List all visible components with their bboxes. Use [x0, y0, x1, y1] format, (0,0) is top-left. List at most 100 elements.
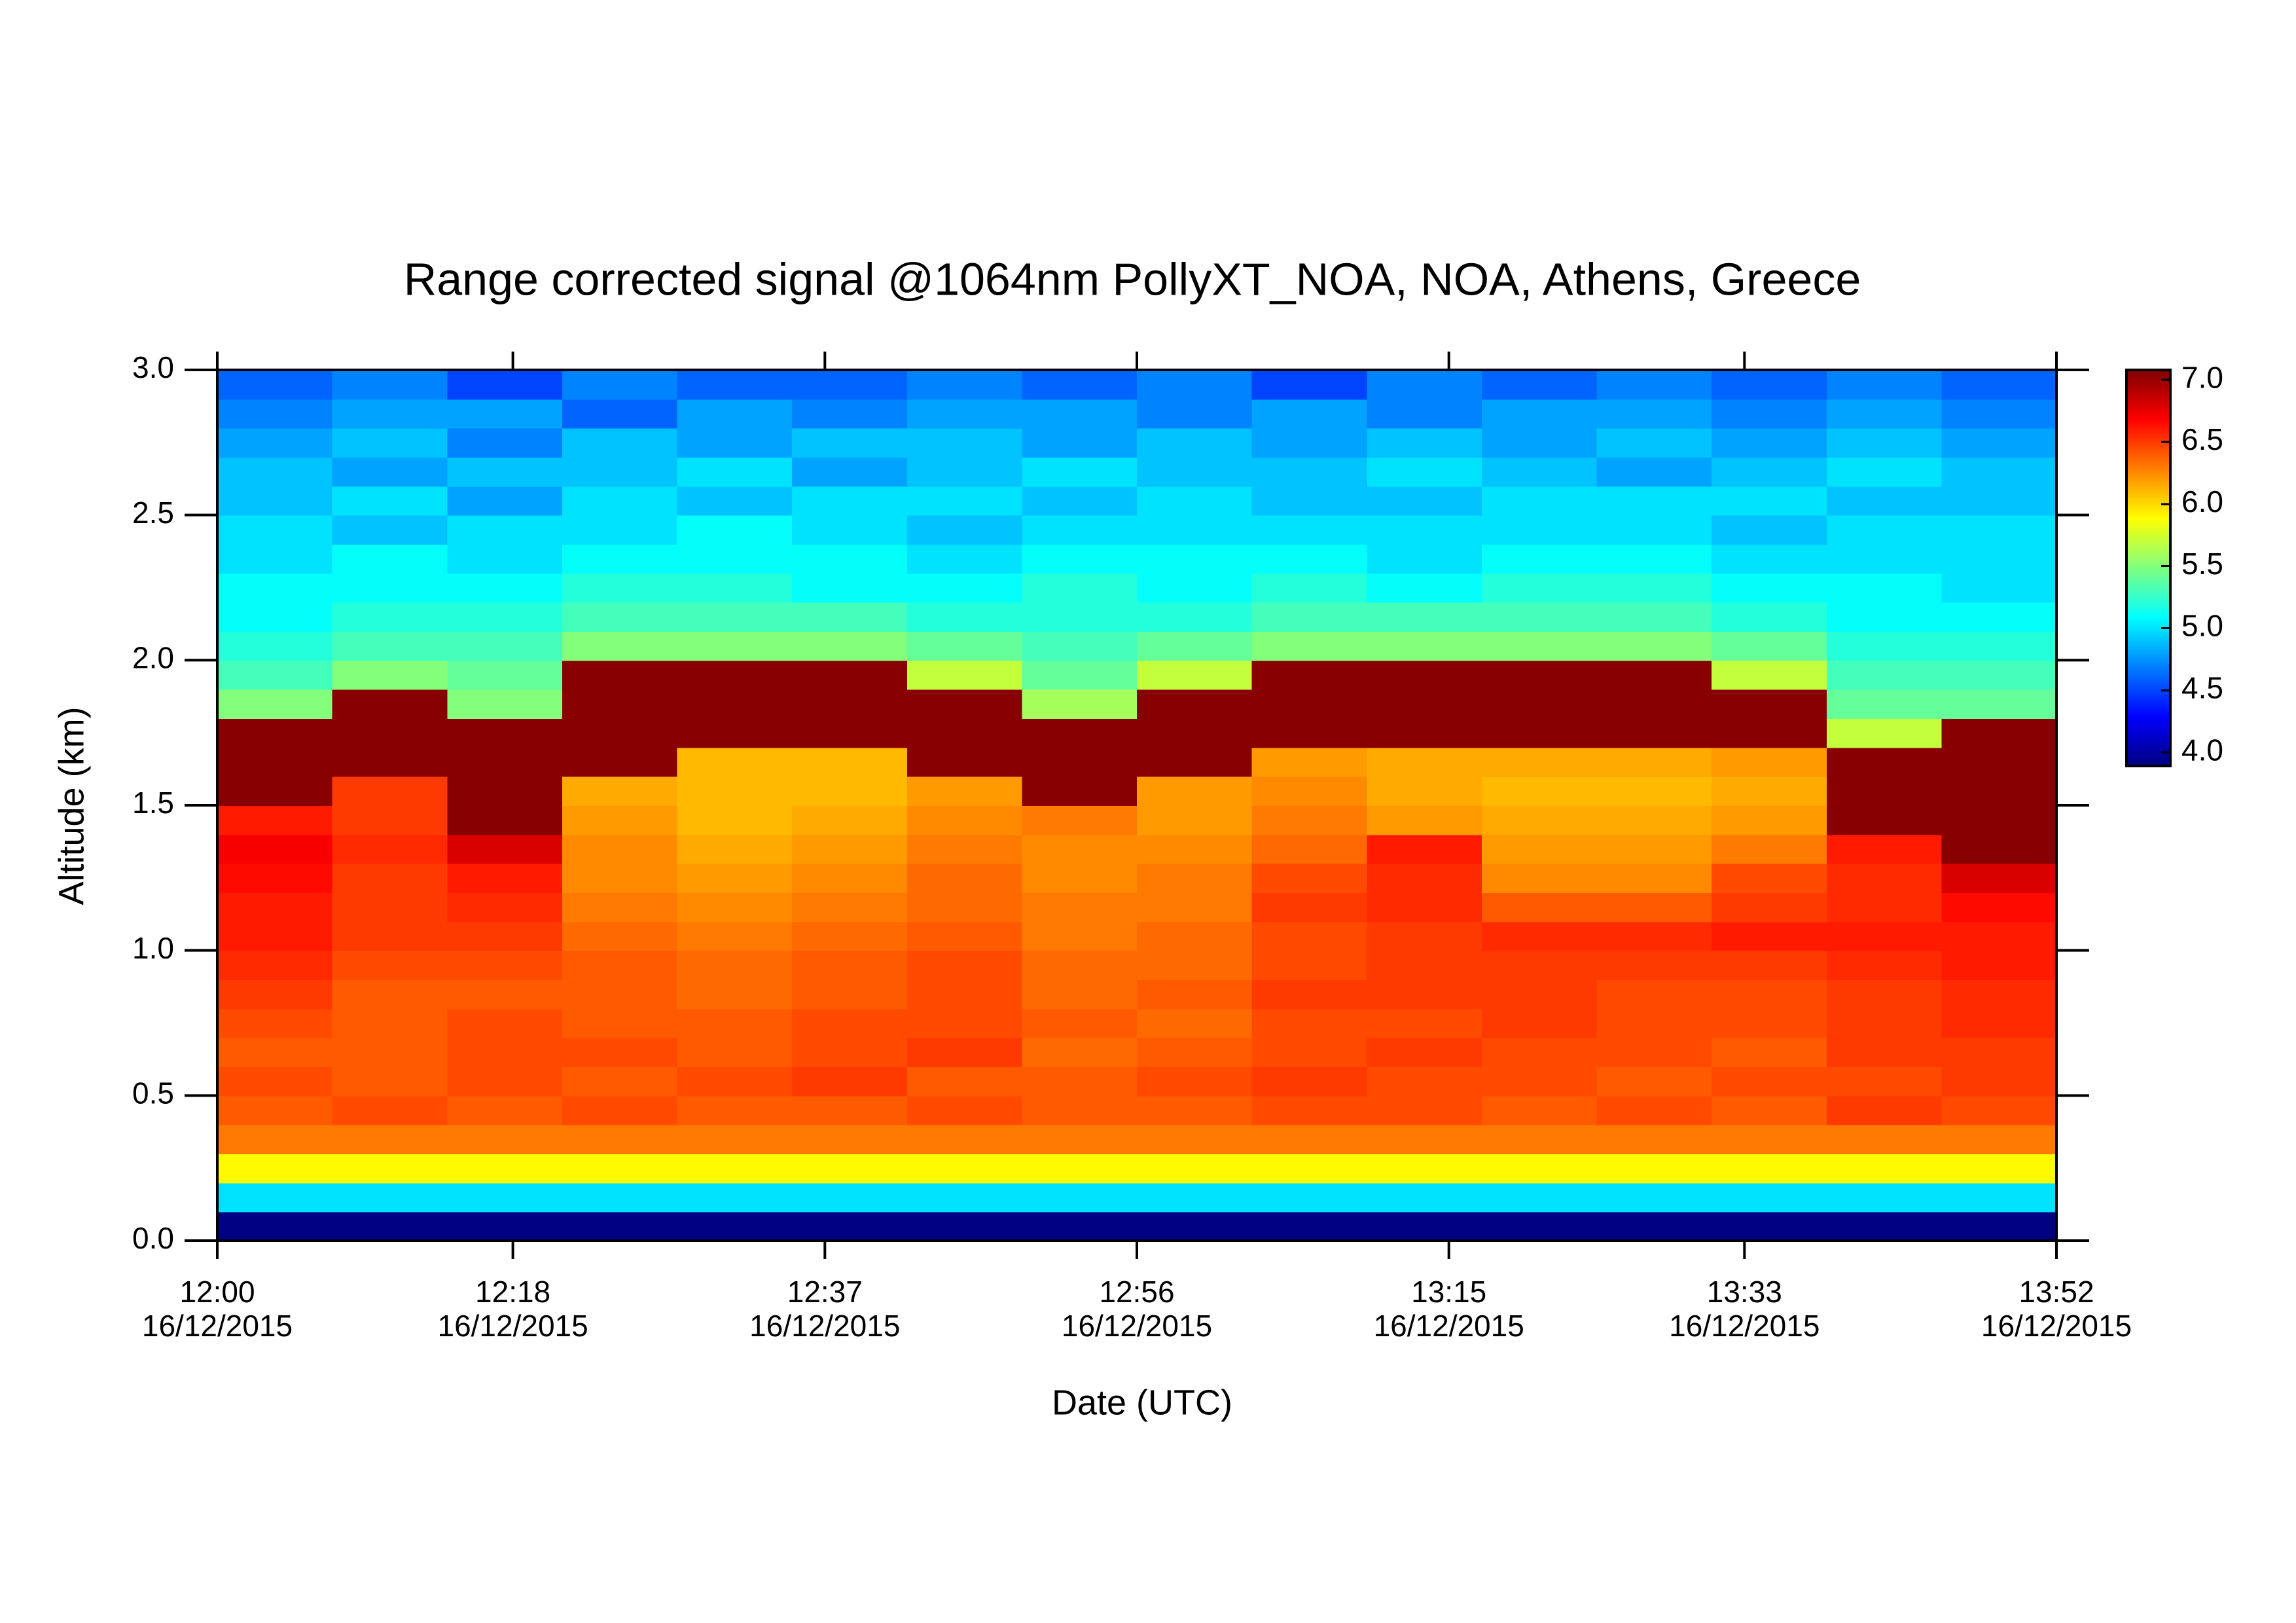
colorbar-swatch — [2126, 382, 2170, 385]
heatmap-cell — [332, 457, 448, 487]
colorbar-swatch — [2126, 621, 2170, 625]
heatmap-cell — [447, 776, 563, 806]
heatmap-cell — [1712, 370, 1827, 400]
heatmap-cell — [677, 1211, 793, 1241]
heatmap-cell — [1022, 1067, 1138, 1097]
colorbar-swatch — [2126, 678, 2170, 682]
colorbar-swatch — [2126, 608, 2170, 611]
heatmap-cell — [1022, 689, 1138, 719]
heatmap-cell — [447, 457, 563, 487]
heatmap-cell — [1137, 428, 1253, 458]
heatmap-cell — [1137, 1182, 1253, 1213]
colorbar-swatch — [2126, 524, 2170, 527]
heatmap-cell — [906, 892, 1023, 922]
colorbar-swatch — [2126, 441, 2170, 444]
heatmap-cell — [1022, 515, 1138, 545]
x-tick-date: 16/12/2015 — [1374, 1309, 1524, 1343]
heatmap-cell — [677, 486, 793, 516]
heatmap-cell — [1137, 776, 1253, 806]
colorbar-swatch — [2126, 463, 2170, 466]
heatmap-cell — [1022, 718, 1138, 748]
heatmap-cell — [1826, 1008, 1943, 1038]
colorbar-swatch — [2126, 649, 2170, 652]
heatmap-cell — [1712, 834, 1827, 864]
heatmap-cell — [1826, 863, 1943, 893]
colorbar-swatch — [2126, 423, 2170, 426]
colorbar-swatch — [2126, 504, 2170, 507]
colorbar-swatch — [2126, 623, 2170, 627]
colorbar-swatch — [2126, 635, 2170, 638]
colorbar-swatch — [2126, 738, 2170, 741]
x-tick-date: 16/12/2015 — [1062, 1309, 1212, 1343]
heatmap-cell — [1367, 660, 1482, 690]
colorbar-swatch — [2126, 568, 2170, 571]
colorbar-swatch — [2126, 498, 2170, 501]
heatmap-cell — [1826, 1037, 1943, 1067]
heatmap-cell — [1596, 631, 1713, 661]
heatmap-cell — [332, 718, 448, 748]
heatmap-cell — [1712, 399, 1827, 429]
heatmap-cell — [677, 660, 793, 690]
heatmap-cell — [1367, 1067, 1482, 1097]
heatmap-cell — [447, 718, 563, 748]
colorbar-swatch — [2126, 415, 2170, 418]
colorbar-swatch — [2126, 471, 2170, 474]
colorbar-swatch — [2126, 682, 2170, 685]
heatmap-cell — [1022, 1008, 1138, 1038]
heatmap-cell — [1367, 573, 1482, 603]
heatmap-cell — [332, 602, 448, 632]
heatmap-cell — [1712, 776, 1827, 806]
heatmap-cell — [1712, 1008, 1827, 1038]
colorbar-swatch — [2126, 574, 2170, 577]
heatmap-cell — [332, 1124, 448, 1154]
heatmap-cell — [1596, 805, 1713, 835]
colorbar-swatch — [2126, 726, 2170, 729]
heatmap-cell — [447, 428, 563, 458]
heatmap-cell — [1367, 979, 1482, 1010]
heatmap-cell — [447, 1154, 563, 1184]
heatmap-cell — [1022, 602, 1138, 632]
colorbar-swatch — [2126, 492, 2170, 496]
y-tick-label: 0.0 — [132, 1221, 174, 1255]
heatmap-cell — [217, 921, 333, 951]
heatmap-cell — [906, 950, 1023, 980]
heatmap-cell — [332, 892, 448, 922]
heatmap-cell — [562, 457, 678, 487]
colorbar-swatch — [2126, 740, 2170, 743]
heatmap-cell — [1826, 747, 1943, 777]
heatmap-cell — [1481, 892, 1598, 922]
heatmap-cell — [447, 892, 563, 922]
heatmap-cell — [1596, 573, 1713, 603]
heatmap-cell — [1712, 1182, 1827, 1213]
colorbar-swatch — [2126, 457, 2170, 460]
colorbar-swatch — [2126, 657, 2170, 660]
heatmap-cell — [1022, 544, 1138, 574]
heatmap-cell — [1481, 1124, 1598, 1154]
heatmap-cell — [906, 457, 1023, 487]
colorbar-swatch — [2126, 512, 2170, 515]
colorbar-swatch — [2126, 674, 2170, 678]
heatmap-cell — [1941, 1037, 2057, 1067]
heatmap-cell — [217, 1182, 333, 1213]
heatmap-cell — [1481, 457, 1598, 487]
colorbar-swatch — [2126, 759, 2170, 763]
heatmap-cell — [1137, 834, 1253, 864]
heatmap-cell — [1367, 399, 1482, 429]
colorbar-swatch — [2126, 477, 2170, 480]
heatmap-cell — [1941, 834, 2057, 864]
heatmap-cell — [792, 718, 908, 748]
colorbar-swatch — [2126, 421, 2170, 424]
heatmap-cell — [1481, 834, 1598, 864]
colorbar-frame — [2125, 369, 2172, 767]
colorbar-swatch — [2126, 435, 2170, 438]
heatmap-cell — [1367, 486, 1482, 516]
heatmap-cell — [792, 1008, 908, 1038]
colorbar-swatch — [2126, 473, 2170, 476]
colorbar-swatch — [2126, 506, 2170, 509]
colorbar-swatch — [2126, 744, 2170, 747]
heatmap-cell — [447, 747, 563, 777]
heatmap-cell — [1596, 457, 1713, 487]
colorbar-swatch — [2126, 712, 2170, 716]
colorbar-swatch — [2126, 575, 2170, 579]
